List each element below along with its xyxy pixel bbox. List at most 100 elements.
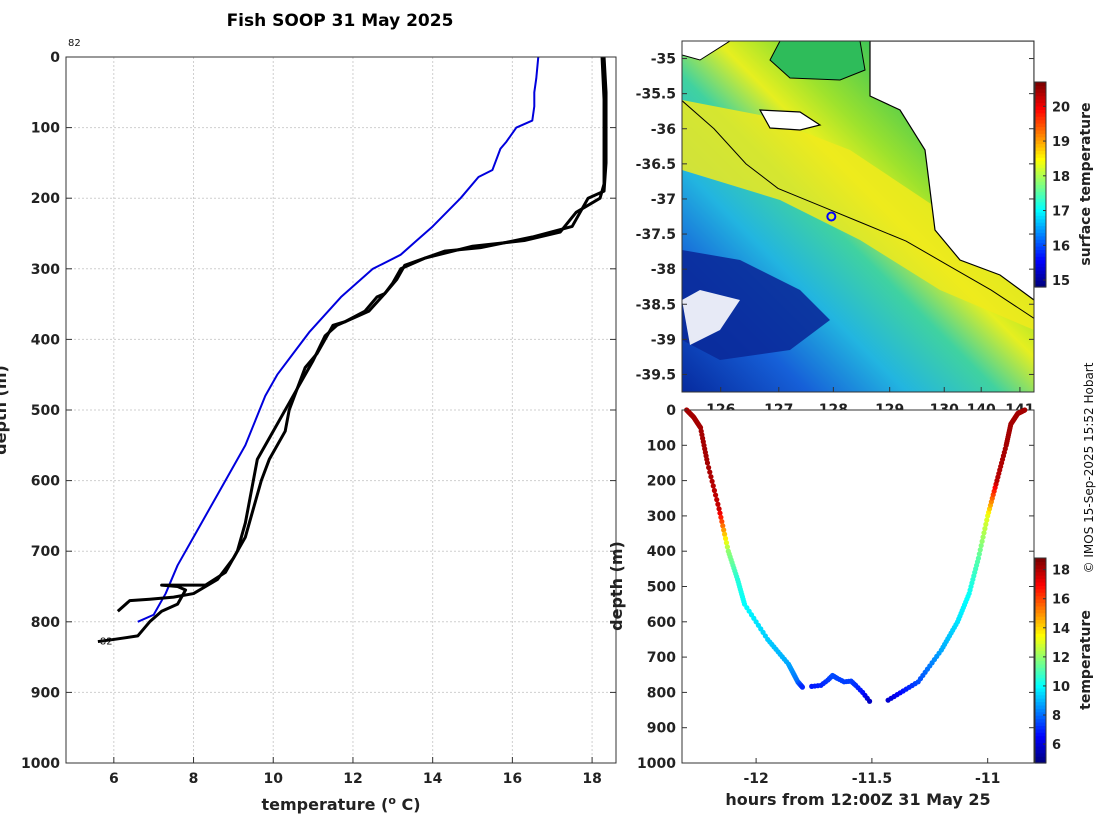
depth-time-y-label: depth (m) <box>607 541 626 631</box>
colorbar-segment <box>1035 663 1046 668</box>
colorbar-segment <box>1035 660 1046 665</box>
colorbar-segment <box>1035 684 1046 689</box>
y-tick-label: -38.5 <box>636 297 676 313</box>
y-tick-label: 600 <box>31 474 60 490</box>
y-tick-label: 500 <box>647 580 676 596</box>
colorbar-tick-label: 16 <box>1052 593 1070 608</box>
colorbar-segment <box>1035 222 1046 227</box>
colorbar-segment <box>1035 235 1046 240</box>
y-tick-label: -35.5 <box>636 87 676 103</box>
colorbar-segment <box>1035 581 1046 586</box>
profile-y-ticks: 0 100 200 300 400 500 600 700 800 900 1000 <box>21 50 616 772</box>
colorbar-segment <box>1035 211 1046 216</box>
colorbar-segment <box>1035 208 1046 213</box>
colorbar-segment <box>1035 92 1046 97</box>
colorbar-segment <box>1035 575 1046 580</box>
data-point <box>718 514 724 520</box>
y-tick-label: 0 <box>50 50 60 66</box>
colorbar-segment <box>1035 629 1046 634</box>
depth-time-panel: -12 -11.5 -11 0 100 200 300 400 500 600 700 800 900… <box>607 403 1094 809</box>
depth-time-y-ticks: 0 100 200 300 400 500 600 700 800 900 1000 <box>637 403 1034 772</box>
data-point <box>980 534 986 540</box>
colorbar-segment <box>1035 232 1046 237</box>
x-tick-label: 10 <box>264 771 284 787</box>
depth-time-points <box>684 407 1028 704</box>
colorbar-segment <box>1035 133 1046 138</box>
colorbar-segment <box>1035 177 1046 182</box>
data-point <box>704 460 711 466</box>
data-point <box>721 527 727 533</box>
y-tick-label: -36 <box>651 122 676 138</box>
colorbar-segment <box>1035 595 1046 600</box>
colorbar-tick-label: 18 <box>1052 170 1070 185</box>
colorbar-segment <box>1035 256 1046 261</box>
y-tick-label: 600 <box>647 615 676 631</box>
data-point <box>720 523 726 529</box>
colorbar-tick-label: 17 <box>1052 205 1070 220</box>
colorbar-segment <box>1035 109 1046 114</box>
colorbar-segment <box>1035 622 1046 627</box>
colorbar-segment <box>1035 728 1046 733</box>
chart-title: Fish SOOP 31 May 2025 <box>227 11 454 31</box>
x-tick-label: -11 <box>975 771 1000 787</box>
data-point <box>711 487 718 494</box>
x-tick-label: 14 <box>423 771 443 787</box>
colorbar-segment <box>1035 119 1046 124</box>
y-tick-label: 0 <box>666 403 676 419</box>
colorbar-segment <box>1035 153 1046 158</box>
colorbar-segment <box>1035 123 1046 128</box>
y-tick-label: -37 <box>651 192 676 208</box>
colorbar-segment <box>1035 681 1046 686</box>
colorbar-segment <box>1035 116 1046 121</box>
colorbar-segment <box>1035 167 1046 172</box>
data-point <box>714 497 720 503</box>
profile-x-ticks: 6 8 10 12 14 16 18 <box>109 757 602 787</box>
profile-x-label: temperature (o C) <box>261 794 420 814</box>
x-tick-label: 12 <box>343 771 362 787</box>
x-tick-label: 16 <box>503 771 522 787</box>
colorbar-segment <box>1035 280 1046 285</box>
colorbar-segment <box>1035 561 1046 566</box>
colorbar-segment <box>1035 725 1046 730</box>
data-point <box>723 540 730 546</box>
colorbar-segment <box>1035 259 1046 264</box>
data-point <box>983 521 989 527</box>
y-tick-label: 100 <box>647 438 676 454</box>
colorbar-segment <box>1035 187 1046 192</box>
colorbar-segment <box>1035 585 1046 590</box>
warm-band <box>682 100 1034 330</box>
colorbar-segment <box>1035 636 1046 641</box>
colorbar-segment <box>1035 739 1046 744</box>
data-point <box>712 492 719 498</box>
map-y-ticks: -35 -35.5 -36 -36.5 -37 -37.5 -38 -38.5 -39 -39.5 <box>636 52 1034 383</box>
colorbar-segment <box>1035 691 1046 696</box>
data-point <box>982 526 988 532</box>
temperature-profile-panel: 6 8 10 12 14 16 18 0 100 200 300 400 500 600 700 800 90… <box>0 38 617 814</box>
sst-colorbar-label: surface temperature <box>1078 102 1094 265</box>
colorbar-segment <box>1035 184 1046 189</box>
data-point <box>706 464 712 471</box>
y-tick-label: 900 <box>647 721 676 737</box>
x-tick-label: 18 <box>582 771 601 787</box>
colorbar-segment <box>1035 745 1046 750</box>
colorbar-segment <box>1035 174 1046 179</box>
profile-lines <box>97 56 608 644</box>
colorbar-segment <box>1035 242 1046 247</box>
colorbar-tick-label: 10 <box>1052 680 1070 695</box>
colorbar-segment <box>1035 88 1046 93</box>
depth-time-x-ticks: -12 -11.5 -11 <box>743 758 1000 787</box>
colorbar-frame <box>1034 81 1047 288</box>
y-tick-label: 500 <box>31 403 60 419</box>
colorbar-segment <box>1035 164 1046 169</box>
colorbar-segment <box>1035 82 1046 87</box>
colorbar-segment <box>1035 85 1046 90</box>
temperature-colorbar: 6 8 10 12 14 16 18 <box>1034 557 1070 764</box>
data-point <box>707 469 713 475</box>
data-point <box>981 530 987 536</box>
data-point <box>979 538 985 544</box>
colorbar-segment <box>1035 263 1046 268</box>
y-tick-label: -36.5 <box>636 157 676 173</box>
y-tick-label: 300 <box>647 509 676 525</box>
colorbar-segment <box>1035 646 1046 651</box>
y-tick-label: -39 <box>651 332 676 348</box>
